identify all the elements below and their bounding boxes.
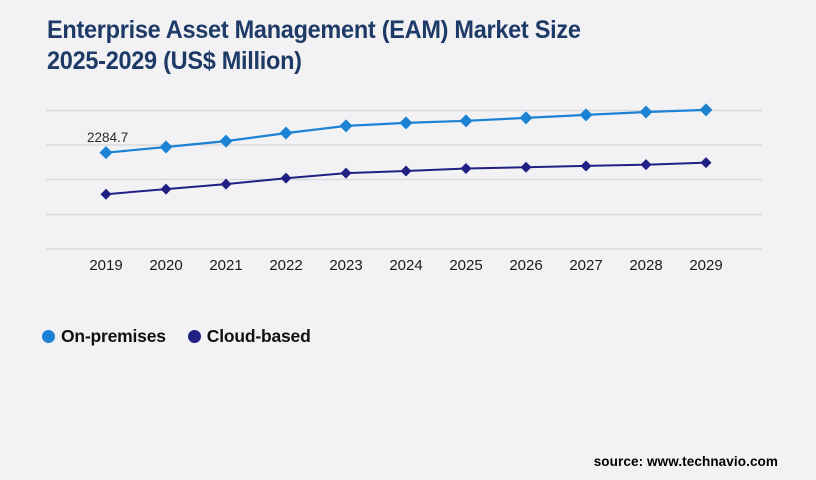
x-axis-label: 2023 xyxy=(329,257,362,274)
data-point-marker xyxy=(279,126,293,140)
x-axis-label: 2026 xyxy=(509,257,542,274)
x-axis-label: 2021 xyxy=(209,257,242,274)
legend-dot-on-premises-icon xyxy=(42,329,55,343)
legend-label-cloud-based: Cloud-based xyxy=(206,326,311,346)
source-attribution: source: www.technavio.com xyxy=(593,454,778,469)
data-point-marker xyxy=(399,116,413,130)
data-point-marker xyxy=(459,114,473,128)
x-axis-label: 2019 xyxy=(89,257,122,274)
series-line-on-premises xyxy=(105,108,707,154)
data-point-marker xyxy=(159,140,173,154)
data-point-marker xyxy=(519,111,533,125)
data-point-marker xyxy=(220,178,232,190)
x-axis-label: 2024 xyxy=(389,257,422,274)
data-point-marker xyxy=(520,161,532,173)
data-point-marker xyxy=(339,119,353,133)
data-point-marker xyxy=(280,172,292,184)
chart-title: Enterprise Asset Management (EAM) Market… xyxy=(47,15,667,77)
legend-item-on-premises: On-premises xyxy=(42,326,166,346)
x-axis-label: 2029 xyxy=(689,257,722,274)
legend-item-cloud-based: Cloud-based xyxy=(187,326,311,346)
chart-title-line1: Enterprise Asset Management (EAM) Market… xyxy=(47,16,581,44)
data-point-marker xyxy=(699,103,713,117)
x-axis-label: 2022 xyxy=(269,257,302,274)
chart-legend: On-premises Cloud-based xyxy=(42,326,311,346)
data-point-marker xyxy=(219,134,233,148)
x-axis-label: 2027 xyxy=(569,257,602,274)
data-point-marker xyxy=(400,165,412,177)
data-point-marker xyxy=(700,157,712,169)
data-point-marker xyxy=(460,162,472,174)
data-point-marker xyxy=(579,108,593,122)
data-point-marker xyxy=(639,105,653,119)
data-point-marker xyxy=(640,159,652,171)
x-axis-label: 2025 xyxy=(449,257,482,274)
legend-label-on-premises: On-premises xyxy=(61,326,166,346)
x-axis-label: 2028 xyxy=(629,257,662,274)
chart-title-line2: 2025-2029 (US$ Million) xyxy=(47,47,302,75)
data-point-marker xyxy=(100,188,112,200)
legend-dot-cloud-based-icon xyxy=(187,329,201,343)
x-axis-label: 2020 xyxy=(149,257,182,274)
data-point-marker xyxy=(160,183,172,195)
data-point-marker xyxy=(99,146,113,160)
data-point-marker xyxy=(580,160,592,172)
data-point-marker xyxy=(340,167,352,179)
value-label: 2284.7 xyxy=(87,130,128,145)
